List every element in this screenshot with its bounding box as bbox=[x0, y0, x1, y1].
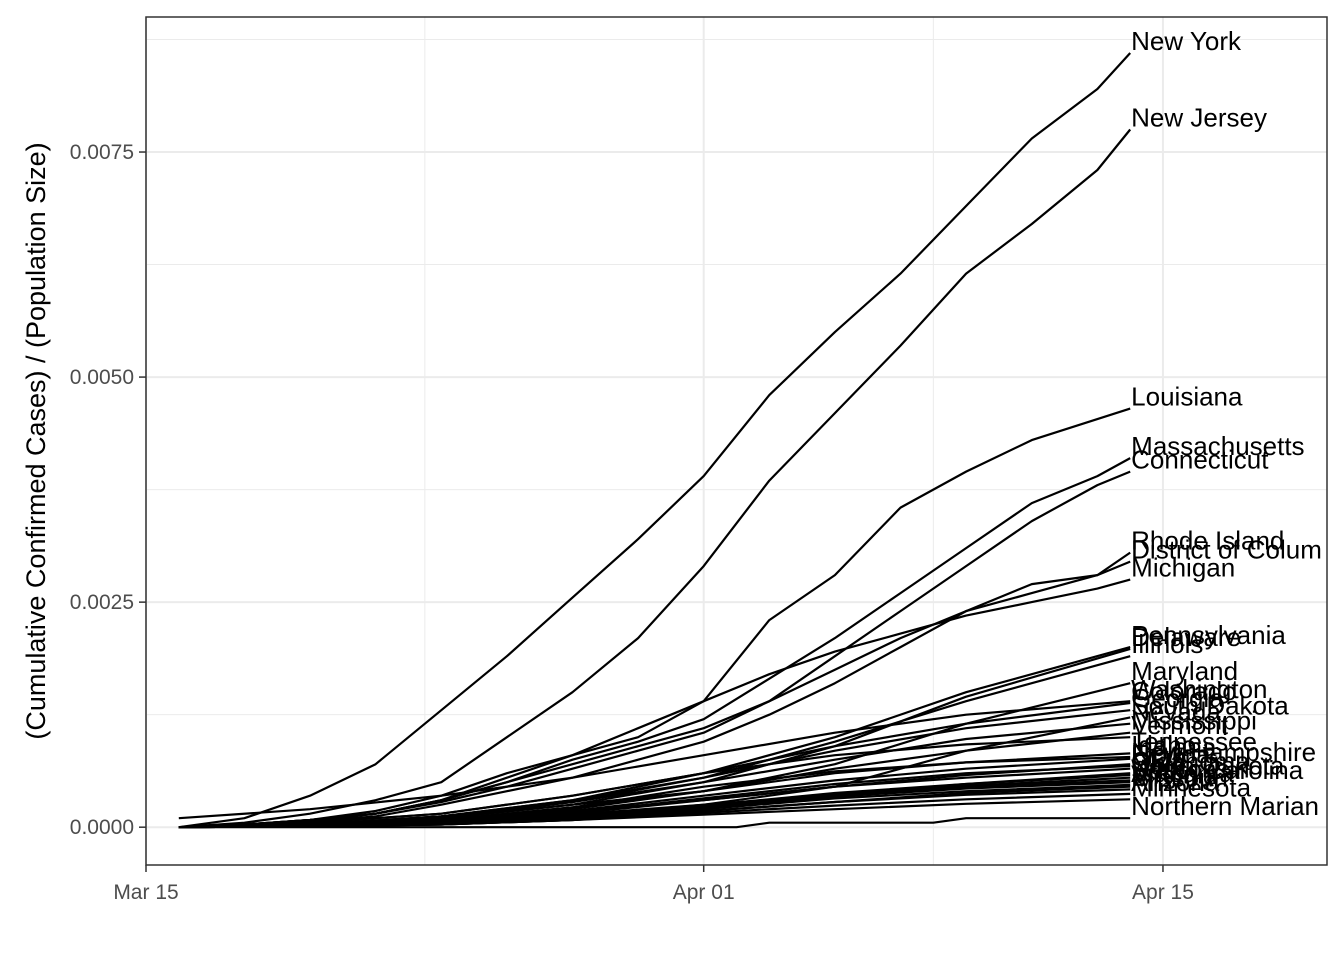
series-line bbox=[178, 578, 1131, 829]
series-label: South Dakota bbox=[1131, 690, 1289, 720]
series-label: Missouri bbox=[1131, 762, 1228, 792]
y-tick-label: 0.0075 bbox=[70, 141, 134, 164]
series-label: Tennessee bbox=[1131, 726, 1257, 756]
x-tick-label: Apr 01 bbox=[673, 881, 735, 904]
series-line bbox=[178, 736, 1131, 829]
series-label: Massachusetts bbox=[1131, 431, 1304, 461]
series-label: South Carolina bbox=[1131, 755, 1304, 785]
series-label: Florida bbox=[1131, 739, 1211, 769]
series-label: Georgia bbox=[1131, 683, 1224, 713]
series-label: Maryland bbox=[1131, 656, 1238, 686]
series-label: Pennsylvania bbox=[1131, 620, 1286, 650]
series-label: Virginia bbox=[1131, 760, 1218, 790]
series-label: Washington bbox=[1131, 674, 1267, 704]
y-axis-title: (Cumulative Confirmed Cases) / (Populati… bbox=[21, 142, 51, 739]
x-tick-label: Apr 15 bbox=[1132, 881, 1194, 904]
series-line bbox=[178, 52, 1132, 829]
series-label: Utah bbox=[1131, 742, 1186, 772]
y-tick-label: 0.0025 bbox=[70, 591, 134, 614]
series-label: Nevada bbox=[1131, 697, 1221, 727]
series-label: New York bbox=[1131, 26, 1242, 56]
series-label: Connecticut bbox=[1131, 445, 1269, 475]
series-label: New Hampshire bbox=[1131, 737, 1316, 767]
series-label: Ohio bbox=[1131, 748, 1186, 778]
series-label: Idaho bbox=[1131, 730, 1196, 760]
series-label: Northern Marian bbox=[1131, 791, 1319, 821]
x-tick-label: Mar 15 bbox=[113, 881, 178, 904]
series-label: Louisiana bbox=[1131, 382, 1243, 412]
series-label: Michigan bbox=[1131, 553, 1235, 583]
y-tick-label: 0.0050 bbox=[70, 366, 134, 389]
series-label: Arizona bbox=[1131, 767, 1220, 797]
series-label: Vermont bbox=[1131, 710, 1229, 740]
y-axis: 0.0000 0.0025 0.0050 0.0075 bbox=[70, 141, 146, 839]
series-label: Oklahoma bbox=[1131, 746, 1250, 776]
series-label: Minnesota bbox=[1131, 772, 1251, 802]
series-label: Illinois bbox=[1131, 629, 1203, 659]
series-line bbox=[178, 798, 1131, 829]
series-label: District of Colum bbox=[1131, 535, 1322, 565]
series-label: Rhode Island bbox=[1131, 526, 1284, 556]
plot-panel-border bbox=[145, 16, 1328, 866]
series-label: North Dakota bbox=[1131, 751, 1285, 781]
series-line bbox=[178, 817, 1131, 829]
series-label: Colorado bbox=[1131, 676, 1237, 706]
series-label: New Jersey bbox=[1131, 103, 1267, 133]
series-line bbox=[178, 128, 1132, 829]
x-axis: Mar 15 Apr 01 Apr 15 bbox=[113, 865, 1194, 904]
series-line bbox=[178, 551, 1131, 829]
y-tick-label: 0.0000 bbox=[70, 816, 134, 839]
series-label: Delaware bbox=[1131, 622, 1241, 652]
series-label: Indiana bbox=[1131, 732, 1217, 762]
series-label: Alabama bbox=[1131, 758, 1234, 788]
series-lines bbox=[178, 52, 1132, 829]
series-line bbox=[178, 700, 1131, 820]
series-labels: New York New Jersey Louisiana Massachusetts… bbox=[1131, 26, 1322, 821]
series-label: Wisconsin bbox=[1131, 753, 1249, 783]
series-label: Mississippi bbox=[1131, 706, 1257, 736]
